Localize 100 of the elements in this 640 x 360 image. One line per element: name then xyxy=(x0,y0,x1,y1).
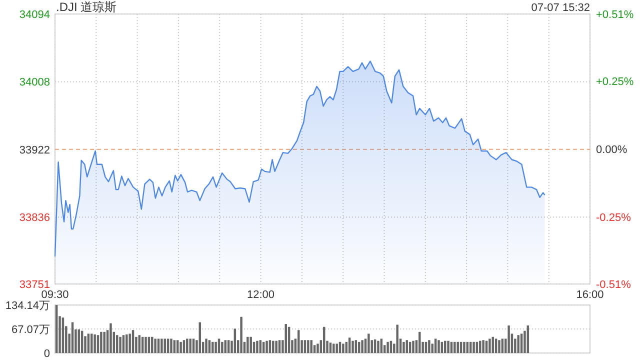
bar xyxy=(501,338,504,353)
bar xyxy=(186,338,188,353)
y-tick-label: 134.14万 xyxy=(5,300,50,312)
y-tick-label: 34094 xyxy=(19,9,50,21)
y2-tick-label: +0.51% xyxy=(596,9,634,21)
bar xyxy=(348,338,351,353)
bar xyxy=(412,340,414,353)
y2-tick-label: -0.51% xyxy=(596,279,632,291)
bar xyxy=(132,330,134,353)
bar xyxy=(517,335,520,353)
bar xyxy=(122,335,125,353)
bar xyxy=(278,340,281,353)
y-tick-label: 33836 xyxy=(19,212,50,224)
bar xyxy=(166,338,170,353)
bar xyxy=(380,338,383,353)
bar xyxy=(336,344,338,353)
bar xyxy=(361,340,364,353)
bar xyxy=(250,336,252,353)
bar xyxy=(406,340,408,353)
bar xyxy=(221,342,224,353)
y-tick-label: 0 xyxy=(44,348,50,360)
y2-tick-label: +0.25% xyxy=(596,76,634,88)
bar xyxy=(284,324,287,353)
bar xyxy=(212,342,214,353)
bar xyxy=(454,342,456,353)
y2-tick-label: 0.00% xyxy=(596,144,628,156)
bar xyxy=(94,334,96,353)
bar xyxy=(266,340,268,353)
x-tick-label: 09:30 xyxy=(41,289,69,301)
bar xyxy=(154,338,156,353)
bar xyxy=(488,338,491,353)
y-tick-label: 33922 xyxy=(19,144,50,156)
bar xyxy=(116,335,118,353)
bar xyxy=(304,340,306,353)
bar xyxy=(494,338,498,353)
bar xyxy=(198,322,202,353)
x-tick-label: 16:00 xyxy=(576,289,604,301)
y2-tick-label: -0.25% xyxy=(596,212,632,224)
bar xyxy=(434,338,437,353)
bar xyxy=(214,342,217,353)
bar xyxy=(275,340,278,353)
bar xyxy=(377,340,380,353)
bar xyxy=(62,318,64,353)
bar xyxy=(100,332,102,353)
bar xyxy=(224,340,226,353)
bar xyxy=(173,340,176,353)
bar xyxy=(240,316,242,353)
bar xyxy=(192,338,195,353)
bar xyxy=(298,330,300,353)
bar xyxy=(498,340,500,353)
bar xyxy=(96,335,100,353)
bar xyxy=(329,342,332,353)
bar xyxy=(463,342,466,353)
annotation: 07-07 15:32 xyxy=(531,2,590,14)
bar xyxy=(157,338,160,353)
bar xyxy=(55,305,58,353)
bar xyxy=(205,338,208,353)
bar xyxy=(386,342,389,353)
bar xyxy=(342,344,344,353)
bar xyxy=(310,340,312,353)
bar xyxy=(138,335,141,353)
bar xyxy=(520,334,523,353)
bar xyxy=(71,322,74,353)
bar xyxy=(456,342,459,353)
bar xyxy=(227,340,230,353)
bar xyxy=(170,338,172,353)
bar xyxy=(368,334,370,353)
y-tick-label: 33751 xyxy=(19,279,50,291)
bar xyxy=(256,340,258,353)
bar xyxy=(316,344,319,353)
bar xyxy=(428,340,430,353)
bar xyxy=(246,336,249,353)
bar xyxy=(144,336,147,353)
bar xyxy=(176,340,179,353)
bar xyxy=(87,334,90,353)
bar xyxy=(259,340,262,353)
bar xyxy=(508,325,510,353)
bar xyxy=(268,340,272,353)
bar xyxy=(119,336,122,353)
bar xyxy=(472,342,475,353)
bar xyxy=(438,340,440,353)
y-tick-label: 67.07万 xyxy=(11,324,50,336)
bar xyxy=(160,338,163,353)
bar xyxy=(447,340,450,353)
bar xyxy=(110,323,112,353)
bar xyxy=(164,338,166,353)
bar xyxy=(482,340,484,353)
bar xyxy=(218,338,220,353)
bar xyxy=(332,344,335,353)
bar xyxy=(396,324,398,353)
bar xyxy=(126,334,128,353)
bar xyxy=(402,342,405,353)
chart-title: .DJI 道琼斯 xyxy=(56,0,117,14)
bar xyxy=(189,338,192,353)
bar xyxy=(128,334,131,353)
bar xyxy=(180,342,182,353)
x-tick-label: 12:00 xyxy=(247,289,275,301)
bar xyxy=(272,340,274,353)
bar xyxy=(234,328,236,353)
y-tick-label: 34008 xyxy=(19,76,50,89)
